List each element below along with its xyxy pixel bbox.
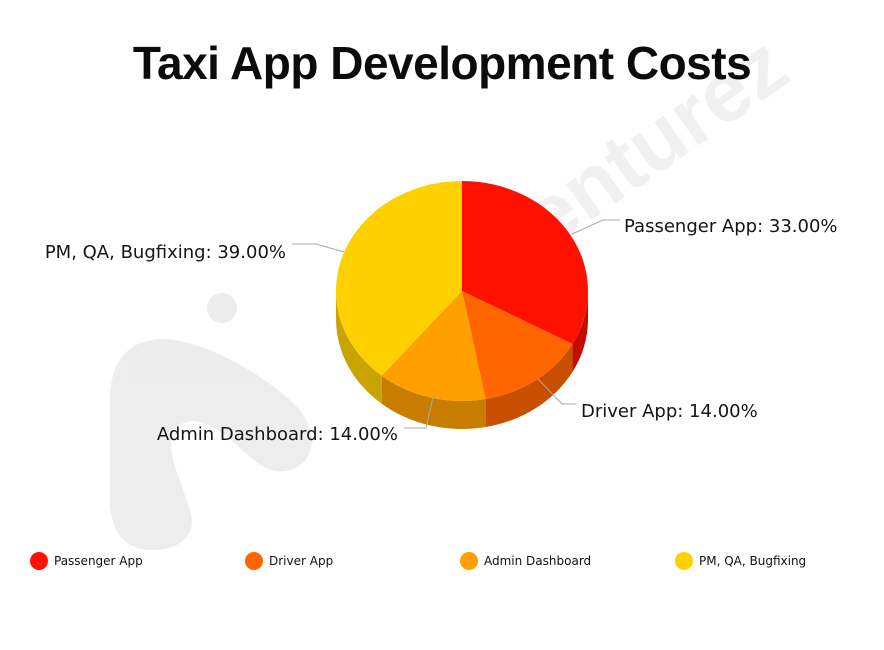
- label-connector-passenger-app: [571, 219, 620, 235]
- legend-item-passenger-app[interactable]: Passenger App: [30, 549, 143, 573]
- chart-title: Taxi App Development Costs: [132, 37, 752, 89]
- legend-swatch-admin-dashboard: [460, 552, 478, 570]
- pie-labels: Passenger App: 33.00% Driver App: 14.00% A…: [45, 216, 838, 445]
- label-connector-driver-app: [537, 378, 576, 405]
- label-connector-pm-qa-bugfixing: [292, 243, 345, 253]
- legend-label: Admin Dashboard: [484, 554, 592, 568]
- pie-slice-side-driver-app: [485, 343, 573, 428]
- legend-swatch-pm-qa-bugfixing: [675, 552, 693, 570]
- pie-slice-side-pm-qa-bugfixing: [336, 291, 382, 404]
- legend-label: Driver App: [269, 554, 334, 568]
- pie-slice-side-passenger-app: [572, 291, 588, 372]
- pie-slice-driver-app[interactable]: [462, 291, 573, 400]
- pie-slice-admin-dashboard[interactable]: [381, 291, 486, 401]
- legend-label: Passenger App: [54, 554, 143, 568]
- pie-top: [335, 181, 588, 401]
- label-connector-admin-dashboard: [404, 396, 434, 429]
- data-label-admin-dashboard: Admin Dashboard: 14.00%: [157, 424, 398, 445]
- watermark-logo: [110, 293, 312, 550]
- legend-item-admin-dashboard[interactable]: Admin Dashboard: [460, 549, 591, 573]
- data-label-driver-app: Driver App: 14.00%: [581, 401, 758, 422]
- pie-connectors: [292, 219, 620, 429]
- legend-label: PM, QA, Bugfixing: [699, 554, 807, 568]
- data-label-pm-qa-bugfixing: PM, QA, Bugfixing: 39.00%: [45, 242, 286, 263]
- pie-slice-passenger-app[interactable]: [462, 181, 588, 344]
- pie-slice-pm-qa-bugfixing[interactable]: [335, 181, 462, 376]
- legend-item-pm-qa-bugfixing[interactable]: PM, QA, Bugfixing: [675, 549, 806, 573]
- chart-legend: Passenger App Driver App Admin Dashboard…: [0, 549, 884, 573]
- pie-sides: [336, 291, 588, 429]
- legend-swatch-passenger-app: [30, 552, 48, 570]
- pie-slice-side-admin-dashboard: [381, 375, 486, 429]
- legend-item-driver-app[interactable]: Driver App: [245, 549, 333, 573]
- legend-swatch-driver-app: [245, 552, 263, 570]
- data-label-passenger-app: Passenger App: 33.00%: [624, 216, 838, 237]
